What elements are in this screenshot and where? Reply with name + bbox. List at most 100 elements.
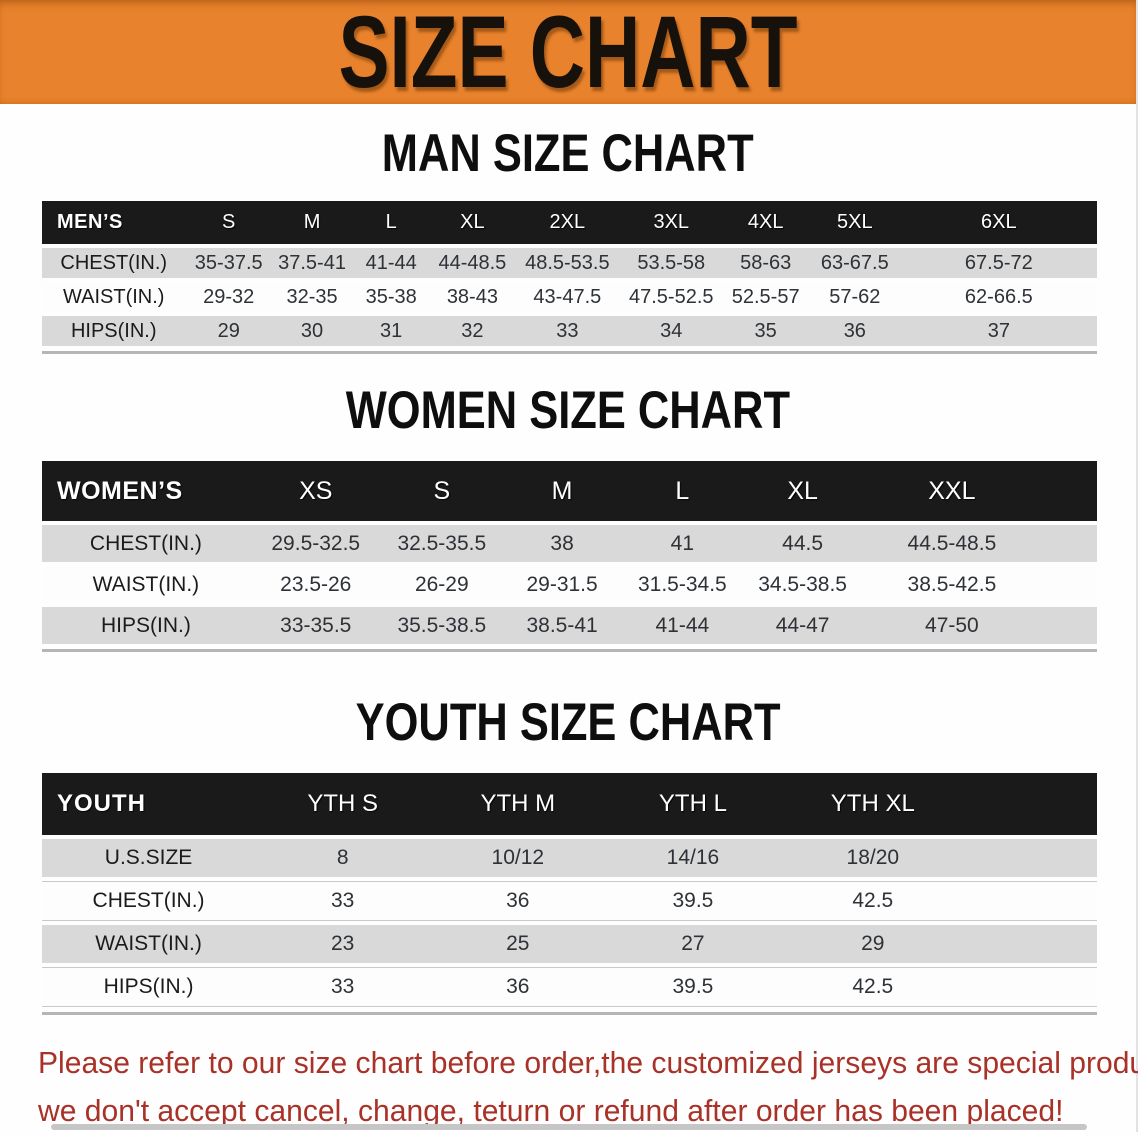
section-heading: YOUTH SIZE CHART: [0, 696, 1136, 749]
size-value: 29.5-32.5: [249, 525, 382, 562]
size-value: 35: [722, 316, 809, 346]
size-value: 25: [430, 925, 606, 963]
table-row: WAIST(IN.) 23.5-26 26-29 29-31.5 31.5-34.5 34…: [42, 566, 1097, 603]
disclaimer-line-2: we don't accept cancel, change, teturn o…: [38, 1093, 1064, 1128]
spacer-cell: [965, 967, 1097, 1007]
column-header: S: [185, 201, 272, 244]
size-value: 29: [185, 316, 272, 346]
spacer-cell: [1041, 525, 1097, 562]
size-value: 57-62: [808, 282, 901, 312]
size-table: WOMEN’S XS S M L XL XXL CHEST(IN.) 29.5-32.5 32.5…: [42, 457, 1097, 648]
section-heading: MAN SIZE CHART: [0, 127, 1136, 180]
row-label: HIPS(IN.): [42, 607, 250, 644]
size-chart-sections: MAN SIZE CHART MEN’S S M L XL 2XL 3XL 4XL 5XL 6XL C…: [0, 127, 1136, 1015]
table-row: HIPS(IN.) 33-35.5 35.5-38.5 38.5-41 41-44 44-…: [42, 607, 1097, 644]
size-value: 35.5-38.5: [381, 607, 502, 644]
size-value: 62-66.5: [900, 282, 1097, 312]
table-corner-label: MEN’S: [42, 201, 186, 244]
row-label: WAIST(IN.): [42, 282, 186, 312]
size-value: 30: [271, 316, 353, 346]
size-value: 41-44: [622, 607, 743, 644]
column-header: M: [501, 461, 623, 521]
size-value: 37: [900, 316, 1097, 346]
column-header: YTH M: [430, 773, 606, 835]
column-header: 3XL: [620, 201, 723, 244]
table-row: HIPS(IN.) 33 36 39.5 42.5: [42, 967, 1097, 1007]
size-value: 36: [808, 316, 901, 346]
column-header: YTH XL: [780, 773, 966, 835]
column-header: 2XL: [514, 201, 621, 244]
size-value: 8: [255, 839, 431, 877]
spacer-cell: [1041, 566, 1097, 603]
table-corner-label: WOMEN’S: [42, 461, 250, 521]
size-value: 34.5-38.5: [742, 566, 863, 603]
table-header-row: WOMEN’S XS S M L XL XXL: [42, 461, 1097, 521]
size-value: 23: [255, 925, 431, 963]
column-header: 5XL: [808, 201, 901, 244]
column-header: L: [352, 201, 431, 244]
disclaimer-line-1: Please refer to our size chart before or…: [38, 1045, 1138, 1080]
size-value: 44-48.5: [430, 248, 515, 278]
spacer-cell: [1041, 607, 1097, 644]
size-value: 34: [620, 316, 723, 346]
column-header: S: [381, 461, 502, 521]
size-value: 32-35: [271, 282, 353, 312]
row-label: WAIST(IN.): [42, 566, 250, 603]
size-section-1: WOMEN SIZE CHART WOMEN’S XS S M L XL XXL CHEST(I…: [0, 384, 1136, 652]
size-value: 29-31.5: [501, 566, 623, 603]
column-header: XS: [249, 461, 382, 521]
size-value: 29-32: [185, 282, 272, 312]
table-row: U.S.SIZE 8 10/12 14/16 18/20: [42, 839, 1097, 877]
size-section-0: MAN SIZE CHART MEN’S S M L XL 2XL 3XL 4XL 5XL 6XL C…: [0, 127, 1136, 354]
size-value: 52.5-57: [722, 282, 809, 312]
size-value: 27: [605, 925, 781, 963]
size-value: 33: [255, 967, 431, 1007]
table-header-row: YOUTH YTH S YTH M YTH L YTH XL: [42, 773, 1097, 835]
size-value: 39.5: [605, 881, 781, 921]
size-value: 31: [352, 316, 431, 346]
size-value: 42.5: [780, 967, 966, 1007]
size-value: 48.5-53.5: [514, 248, 621, 278]
size-value: 10/12: [430, 839, 606, 877]
table-row: CHEST(IN.) 29.5-32.5 32.5-35.5 38 41 44.5 44.5…: [42, 525, 1097, 562]
section-heading-text: MAN SIZE CHART: [382, 124, 754, 183]
table-row: HIPS(IN.) 29 30 31 32 33 34 35 36 37: [42, 316, 1097, 346]
size-value: 44-47: [742, 607, 863, 644]
column-header: YTH L: [605, 773, 781, 835]
section-heading-text: WOMEN SIZE CHART: [345, 381, 791, 440]
table-row: CHEST(IN.) 33 36 39.5 42.5: [42, 881, 1097, 921]
row-label: CHEST(IN.): [42, 881, 256, 921]
table-underline: [42, 351, 1097, 354]
column-header: L: [622, 461, 743, 521]
size-value: 36: [430, 967, 606, 1007]
spacer-cell: [1041, 461, 1097, 521]
table-row: CHEST(IN.) 35-37.5 37.5-41 41-44 44-48.5 48.5…: [42, 248, 1097, 278]
row-label: HIPS(IN.): [42, 967, 256, 1007]
column-header: M: [271, 201, 353, 244]
size-value: 41: [622, 525, 743, 562]
size-table: YOUTH YTH S YTH M YTH L YTH XL U.S.SIZE 8 10/12…: [42, 769, 1097, 1011]
size-value: 23.5-26: [249, 566, 382, 603]
bottom-divider: [51, 1124, 1087, 1130]
size-value: 36: [430, 881, 606, 921]
table-underline: [42, 1012, 1097, 1015]
table-corner-label: YOUTH: [42, 773, 256, 835]
size-table: MEN’S S M L XL 2XL 3XL 4XL 5XL 6XL CHEST(IN.) 35-37…: [42, 197, 1097, 350]
size-value: 38.5-41: [501, 607, 623, 644]
banner-title: SIZE CHART: [338, 0, 798, 109]
table-header-row: MEN’S S M L XL 2XL 3XL 4XL 5XL 6XL: [42, 201, 1097, 244]
column-header: XXL: [862, 461, 1042, 521]
size-value: 42.5: [780, 881, 966, 921]
size-value: 41-44: [352, 248, 431, 278]
size-value: 47-50: [862, 607, 1042, 644]
size-value: 35-37.5: [185, 248, 272, 278]
column-header: 6XL: [900, 201, 1097, 244]
size-value: 44.5: [742, 525, 863, 562]
table-row: WAIST(IN.) 23 25 27 29: [42, 925, 1097, 963]
size-value: 29: [780, 925, 966, 963]
size-value: 53.5-58: [620, 248, 723, 278]
size-value: 18/20: [780, 839, 966, 877]
size-chart-banner: SIZE CHART: [0, 0, 1136, 104]
size-value: 32: [430, 316, 515, 346]
size-value: 39.5: [605, 967, 781, 1007]
